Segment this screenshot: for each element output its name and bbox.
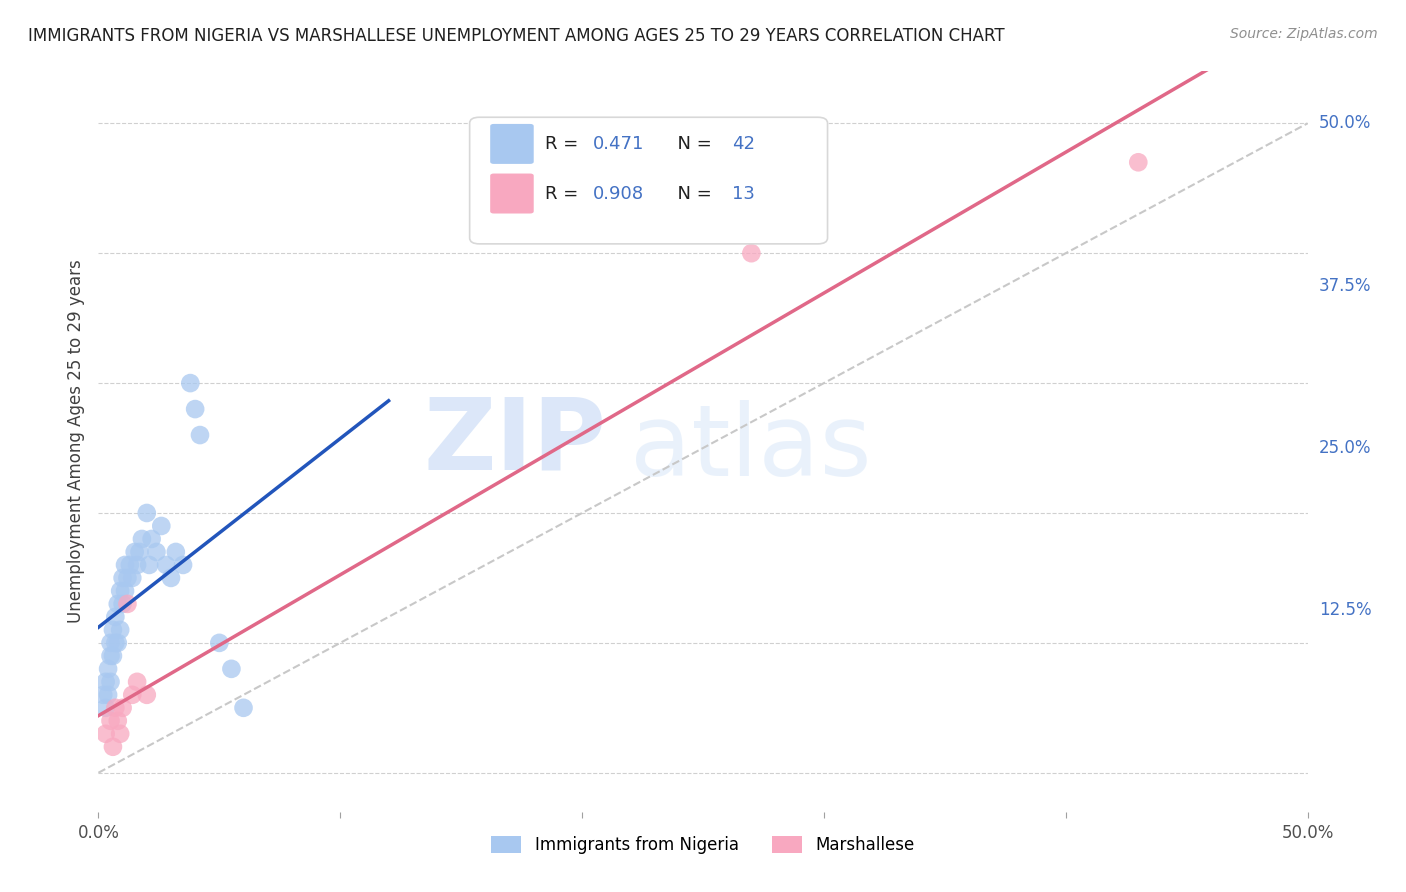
- Point: [172, 558, 194, 572]
- Point: [118, 558, 141, 572]
- Point: [124, 545, 146, 559]
- Point: [104, 701, 127, 715]
- Point: [165, 545, 187, 559]
- Point: [111, 597, 134, 611]
- Text: atlas: atlas: [630, 401, 872, 498]
- Point: [101, 739, 124, 754]
- Point: [94, 701, 117, 715]
- Point: [101, 648, 124, 663]
- Text: IMMIGRANTS FROM NIGERIA VS MARSHALLESE UNEMPLOYMENT AMONG AGES 25 TO 29 YEARS CO: IMMIGRANTS FROM NIGERIA VS MARSHALLESE U…: [28, 27, 1005, 45]
- Point: [108, 583, 131, 598]
- FancyBboxPatch shape: [470, 117, 828, 244]
- Point: [114, 558, 136, 572]
- Text: 12.5%: 12.5%: [1319, 601, 1371, 619]
- Point: [127, 674, 149, 689]
- Point: [184, 402, 207, 417]
- Point: [128, 545, 150, 559]
- Point: [100, 648, 122, 663]
- Point: [104, 636, 127, 650]
- Point: [111, 701, 134, 715]
- Point: [117, 597, 139, 611]
- Point: [150, 519, 173, 533]
- Point: [141, 532, 163, 546]
- Point: [145, 545, 167, 559]
- Point: [100, 714, 122, 728]
- Point: [117, 571, 139, 585]
- Point: [94, 674, 117, 689]
- Text: R =: R =: [544, 135, 583, 153]
- Point: [121, 688, 143, 702]
- Point: [179, 376, 201, 390]
- Point: [740, 246, 762, 260]
- Point: [208, 636, 231, 650]
- Point: [97, 662, 120, 676]
- Point: [104, 610, 127, 624]
- Point: [121, 571, 143, 585]
- Point: [107, 636, 129, 650]
- Text: R =: R =: [544, 185, 583, 202]
- Legend: Immigrants from Nigeria, Marshallese: Immigrants from Nigeria, Marshallese: [484, 828, 922, 863]
- Point: [160, 571, 183, 585]
- Point: [107, 597, 129, 611]
- Text: N =: N =: [665, 185, 717, 202]
- Point: [114, 583, 136, 598]
- Point: [127, 558, 149, 572]
- Point: [1128, 155, 1150, 169]
- FancyBboxPatch shape: [491, 124, 534, 164]
- Text: 42: 42: [733, 135, 755, 153]
- Point: [100, 674, 122, 689]
- Text: 0.471: 0.471: [593, 135, 644, 153]
- Point: [97, 688, 120, 702]
- Point: [111, 571, 134, 585]
- Point: [107, 714, 129, 728]
- Y-axis label: Unemployment Among Ages 25 to 29 years: Unemployment Among Ages 25 to 29 years: [66, 260, 84, 624]
- Text: 25.0%: 25.0%: [1319, 439, 1371, 457]
- Point: [138, 558, 160, 572]
- Point: [135, 688, 157, 702]
- Point: [131, 532, 153, 546]
- Text: 0.908: 0.908: [593, 185, 644, 202]
- Point: [108, 727, 131, 741]
- Point: [155, 558, 177, 572]
- FancyBboxPatch shape: [491, 174, 534, 213]
- Point: [101, 623, 124, 637]
- Text: 13: 13: [733, 185, 755, 202]
- Point: [188, 428, 211, 442]
- Point: [108, 623, 131, 637]
- Text: 37.5%: 37.5%: [1319, 277, 1371, 294]
- Point: [221, 662, 243, 676]
- Text: 50.0%: 50.0%: [1319, 114, 1371, 132]
- Point: [91, 688, 114, 702]
- Text: ZIP: ZIP: [423, 393, 606, 490]
- Point: [135, 506, 157, 520]
- Text: Source: ZipAtlas.com: Source: ZipAtlas.com: [1230, 27, 1378, 41]
- Point: [232, 701, 254, 715]
- Point: [100, 636, 122, 650]
- Point: [94, 727, 117, 741]
- Text: N =: N =: [665, 135, 717, 153]
